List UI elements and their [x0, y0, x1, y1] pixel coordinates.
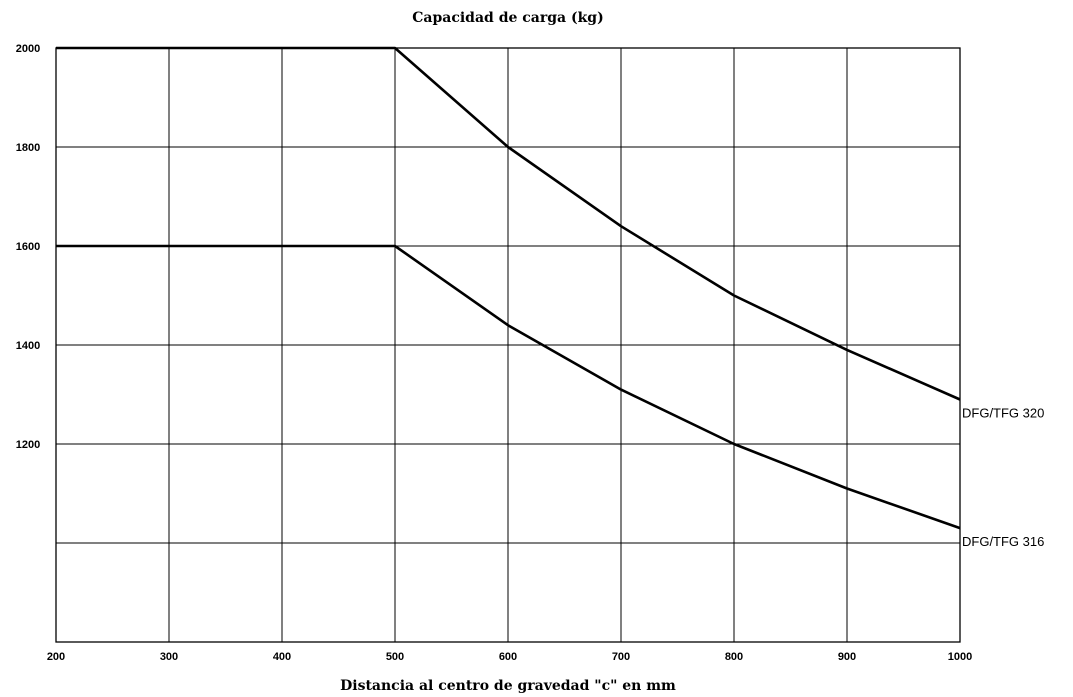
series-labels: DFG/TFG 320 DFG/TFG 316 — [962, 405, 1044, 549]
x-tick-label: 1000 — [948, 651, 972, 663]
x-tick-label: 400 — [273, 651, 291, 663]
grid — [55, 47, 961, 643]
plot-frame — [55, 47, 961, 643]
series-line-2 — [56, 244, 961, 530]
x-tick-label: 300 — [160, 651, 178, 663]
x-axis-ticks: 200 300 400 500 600 700 800 900 1000 — [47, 651, 972, 663]
x-axis-label: Distancia al centro de gravedad "c" en m… — [340, 678, 676, 694]
y-tick-label: 2000 — [16, 43, 40, 55]
x-tick-label: 800 — [725, 651, 743, 663]
x-tick-label: 600 — [499, 651, 517, 663]
x-tick-label: 900 — [838, 651, 856, 663]
y-tick-label: 1800 — [16, 142, 40, 154]
x-tick-label: 500 — [386, 651, 404, 663]
y-tick-label: 1600 — [16, 241, 40, 253]
x-tick-label: 200 — [47, 651, 65, 663]
y-tick-label: 1400 — [16, 340, 40, 352]
y-tick-label: 1200 — [16, 439, 40, 451]
series-line-1 — [56, 46, 961, 401]
series-label-1: DFG/TFG 320 — [962, 405, 1044, 420]
x-tick-label: 700 — [612, 651, 630, 663]
series-lines — [56, 46, 961, 530]
chart-title: Capacidad de carga (kg) — [412, 10, 603, 26]
y-axis-ticks: 1200 1400 1600 1800 2000 — [16, 43, 40, 451]
series-label-2: DFG/TFG 316 — [962, 534, 1044, 549]
